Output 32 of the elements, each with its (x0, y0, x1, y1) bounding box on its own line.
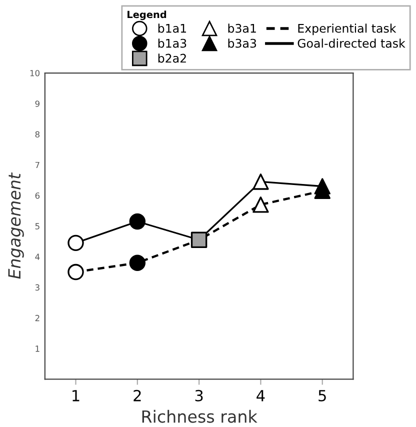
legend-label: b1a3 (158, 38, 186, 48)
x-axis-title: Richness rank (142, 410, 258, 423)
point (129, 254, 146, 271)
y-tick-label: 1 (36, 346, 40, 352)
y-tick-label: 4 (35, 254, 40, 260)
legend-label: b3a1 (228, 24, 256, 33)
point (129, 213, 146, 230)
point (252, 196, 269, 213)
point (252, 174, 269, 190)
y-tick-label: 2 (35, 314, 40, 322)
point (68, 234, 84, 252)
point (190, 232, 208, 248)
y-tick-label: 8 (35, 131, 40, 138)
legend-label: Goal-directed task (298, 38, 406, 48)
x-tick-label: 2 (134, 390, 141, 402)
y-tick-label: 7 (35, 162, 40, 168)
x-tick-label: 5 (318, 390, 326, 402)
x-tick-label: 1 (72, 390, 80, 402)
y-tick-label: 10 (30, 70, 40, 76)
legend-title: Legend (128, 10, 166, 20)
legend-label: b1a1 (158, 24, 186, 33)
y-tick-label: 6 (35, 192, 40, 199)
y-axis-title: Engagement (8, 172, 24, 279)
y-tick-label: 3 (35, 284, 40, 291)
legend-label: b2a2 (158, 54, 186, 63)
legend-label: Experiential task (298, 24, 396, 36)
x-tick-label: 4 (256, 390, 265, 402)
y-tick-label: 9 (35, 100, 40, 107)
legend-label: b3a3 (228, 38, 256, 48)
x-tick-label: 3 (195, 390, 203, 402)
y-tick-label: 5 (35, 223, 40, 230)
point (68, 264, 84, 280)
